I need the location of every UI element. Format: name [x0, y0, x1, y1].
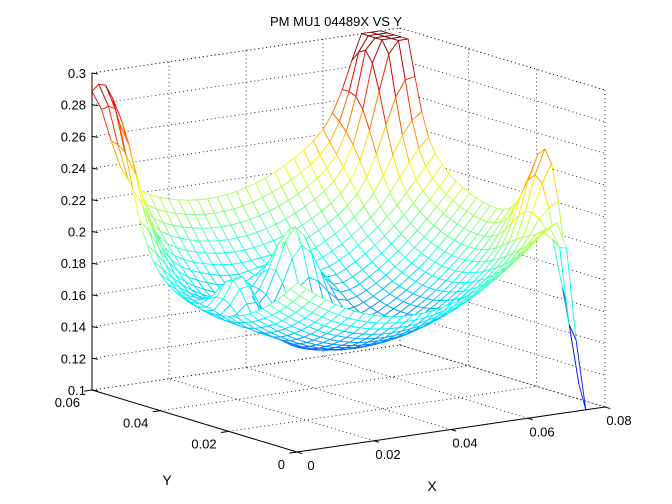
wall-gridline-z — [399, 59, 606, 123]
z-tick-mark — [91, 167, 99, 170]
z-tick-mark — [91, 294, 99, 297]
z-tick-label: 0.14 — [61, 320, 86, 335]
y-tick-mark — [84, 389, 93, 392]
x-tick-label: 0.06 — [529, 424, 554, 439]
z-tick-label: 0.12 — [61, 351, 86, 366]
x-tick-mark — [450, 429, 457, 432]
z-tick-mark — [91, 72, 99, 75]
z-tick-label: 0.16 — [61, 288, 86, 303]
x-axis-label: X — [427, 478, 437, 494]
z-tick-label: 0.28 — [61, 98, 86, 113]
y-tick-mark — [289, 451, 298, 454]
z-tick-label: 0.26 — [61, 129, 86, 144]
y-tick-mark — [220, 430, 229, 433]
z-tick-mark — [91, 262, 99, 265]
z-tick-mark — [91, 326, 99, 329]
x-tick-label: 0.08 — [606, 413, 631, 428]
chart-title: PM MU1 04489X VS Y — [270, 14, 402, 29]
x-tick-label: 0 — [307, 458, 314, 473]
surface-cell — [568, 324, 587, 411]
x-tick-mark — [604, 406, 611, 410]
y-tick-label: 0 — [278, 457, 285, 472]
z-tick-label: 0.2 — [68, 225, 86, 240]
z-tick-label: 0.22 — [61, 193, 86, 208]
floor-gridline-y — [160, 365, 469, 412]
x-tick-label: 0.02 — [375, 447, 400, 462]
z-tick-label: 0.3 — [68, 66, 86, 81]
y-axis-label: Y — [162, 472, 172, 488]
z-tick-mark — [91, 104, 99, 107]
x-tick-mark — [373, 440, 380, 443]
z-tick-label: 0.24 — [61, 161, 86, 176]
z-tick-label: 0.18 — [61, 256, 86, 271]
y-tick-label: 0.02 — [191, 436, 216, 451]
z-tick-mark — [91, 231, 99, 233]
z-tick-mark — [91, 357, 99, 360]
x-tick-label: 0.04 — [452, 436, 477, 451]
y-tick-label: 0.04 — [123, 416, 148, 431]
y-tick-mark — [152, 410, 161, 413]
z-tick-mark — [91, 389, 99, 392]
surface-cell — [559, 247, 577, 341]
tick-labels: 00.020.040.060.0800.020.040.060.10.120.1… — [55, 66, 632, 473]
z-tick-mark — [91, 199, 99, 202]
x-tick-mark — [296, 451, 303, 455]
z-tick-mark — [91, 135, 99, 138]
floor-gridline-x — [168, 378, 375, 442]
z-tick-label: 0.1 — [68, 383, 86, 398]
y-tick-label: 0.06 — [55, 395, 80, 410]
y-axis-line — [91, 389, 298, 453]
x-tick-mark — [527, 417, 534, 421]
floor-gridline-y — [228, 385, 537, 432]
surface-mesh — [91, 30, 587, 411]
box-edge — [399, 27, 606, 91]
floor-gridline-x — [245, 367, 452, 430]
floor-gridline-x — [322, 355, 529, 419]
